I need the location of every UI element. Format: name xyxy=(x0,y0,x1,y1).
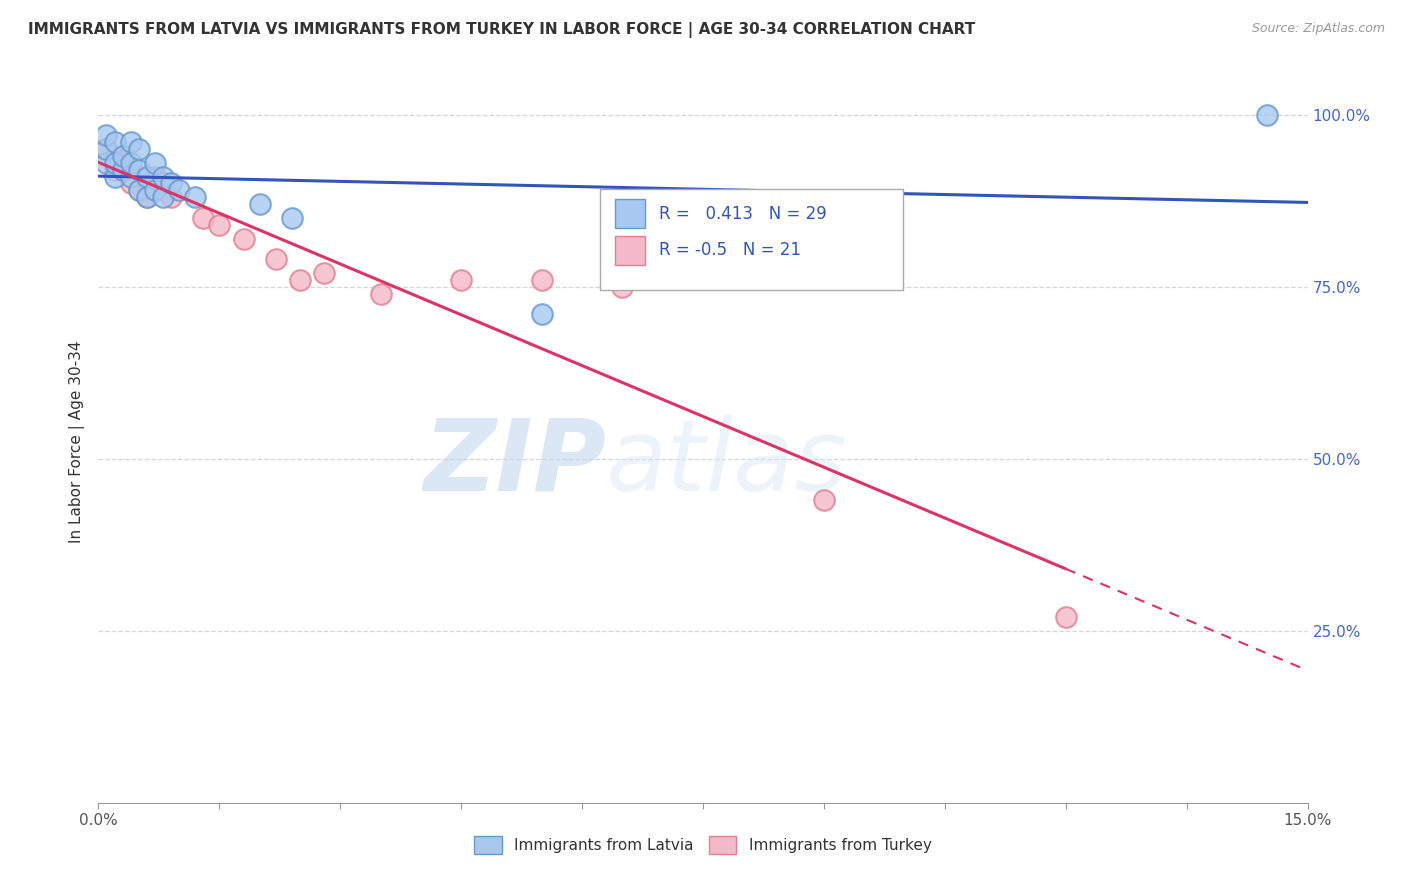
Text: Source: ZipAtlas.com: Source: ZipAtlas.com xyxy=(1251,22,1385,36)
Point xyxy=(96,142,118,156)
Point xyxy=(143,169,166,184)
Point xyxy=(1054,610,1077,624)
Point xyxy=(120,177,142,191)
Point xyxy=(281,211,304,225)
Text: R = -0.5   N = 21: R = -0.5 N = 21 xyxy=(659,241,801,259)
FancyBboxPatch shape xyxy=(600,189,903,290)
Point xyxy=(143,156,166,170)
Point xyxy=(135,190,157,204)
Text: IMMIGRANTS FROM LATVIA VS IMMIGRANTS FROM TURKEY IN LABOR FORCE | AGE 30-34 CORR: IMMIGRANTS FROM LATVIA VS IMMIGRANTS FRO… xyxy=(28,22,976,38)
Point xyxy=(96,142,118,156)
Point xyxy=(530,273,553,287)
Point xyxy=(249,197,271,211)
Point xyxy=(128,142,150,156)
Point xyxy=(370,286,392,301)
Point xyxy=(120,135,142,149)
Point xyxy=(530,307,553,321)
Point xyxy=(135,190,157,204)
Point xyxy=(103,135,125,149)
Point xyxy=(232,231,254,245)
Point xyxy=(184,190,207,204)
Text: R =   0.413   N = 29: R = 0.413 N = 29 xyxy=(659,205,827,223)
Point xyxy=(103,156,125,170)
Point xyxy=(612,197,634,211)
Point xyxy=(160,177,183,191)
Point xyxy=(120,169,142,184)
Legend: Immigrants from Latvia, Immigrants from Turkey: Immigrants from Latvia, Immigrants from … xyxy=(468,830,938,860)
Point xyxy=(288,273,311,287)
Point xyxy=(612,279,634,293)
Text: atlas: atlas xyxy=(606,415,848,512)
Bar xyxy=(614,200,645,228)
Point xyxy=(111,162,134,177)
Point xyxy=(193,211,215,225)
Bar xyxy=(614,235,645,265)
Point xyxy=(103,169,125,184)
Y-axis label: In Labor Force | Age 30-34: In Labor Force | Age 30-34 xyxy=(69,340,84,543)
Point xyxy=(128,183,150,197)
Point xyxy=(120,156,142,170)
Point xyxy=(152,177,174,191)
Point xyxy=(152,169,174,184)
Point xyxy=(96,156,118,170)
Point xyxy=(111,156,134,170)
Point xyxy=(208,218,231,232)
Point xyxy=(128,183,150,197)
Point xyxy=(264,252,287,267)
Point xyxy=(1256,108,1278,122)
Point xyxy=(160,190,183,204)
Point xyxy=(167,183,190,197)
Point xyxy=(103,162,125,177)
Point xyxy=(152,190,174,204)
Point xyxy=(111,149,134,163)
Point xyxy=(96,128,118,143)
Point xyxy=(813,218,835,232)
Point xyxy=(128,162,150,177)
Point xyxy=(314,266,336,280)
Point xyxy=(135,169,157,184)
Text: ZIP: ZIP xyxy=(423,415,606,512)
Point xyxy=(143,183,166,197)
Point xyxy=(813,493,835,508)
Point xyxy=(450,273,472,287)
